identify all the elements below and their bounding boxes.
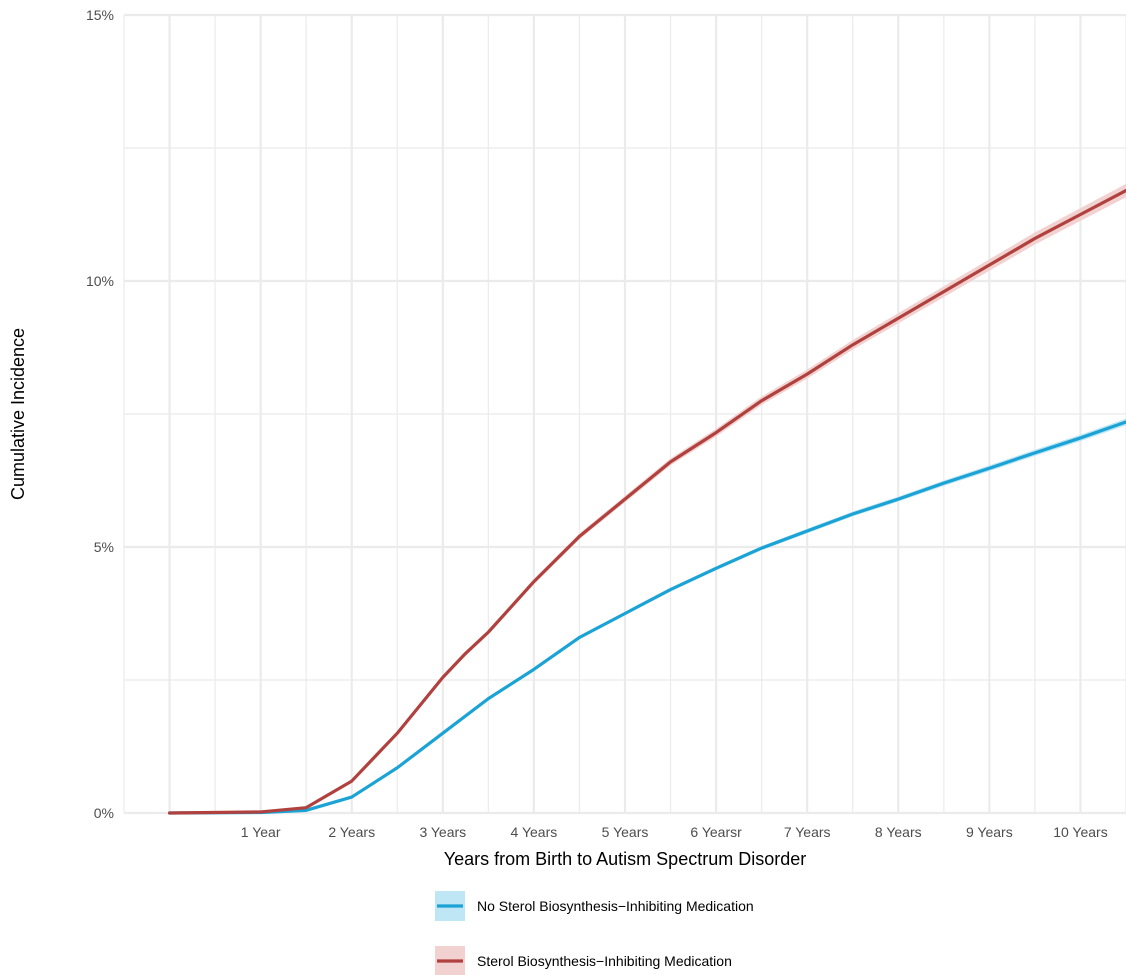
x-axis-title: Years from Birth to Autism Spectrum Diso… <box>444 849 806 869</box>
x-tick-label: 9 Years <box>966 824 1013 840</box>
series-line-2 <box>167 188 1126 815</box>
x-tick-label: 8 Years <box>875 824 922 840</box>
x-tick-label: 6 Yearsr <box>690 824 742 840</box>
y-axis-tick-labels: 0% 5% 10% 15% <box>86 7 114 821</box>
confidence-band-series-2 <box>169 183 1126 813</box>
confidence-bands <box>169 183 1126 813</box>
legend: No Sterol Biosynthesis−Inhibiting Medica… <box>435 891 754 975</box>
series-line-1 <box>167 420 1126 815</box>
y-axis-title: Cumulative Incidence <box>8 328 28 500</box>
x-tick-label: 2 Years <box>328 824 375 840</box>
x-tick-label: 3 Years <box>419 824 466 840</box>
series-lines <box>167 188 1126 815</box>
y-tick-label: 5% <box>94 539 114 555</box>
legend-label: No Sterol Biosynthesis−Inhibiting Medica… <box>477 898 754 914</box>
major-gridlines <box>124 13 1126 815</box>
legend-item: No Sterol Biosynthesis−Inhibiting Medica… <box>435 891 754 921</box>
y-tick-label: 10% <box>86 273 114 289</box>
x-tick-label: 4 Years <box>511 824 558 840</box>
y-tick-label: 15% <box>86 7 114 23</box>
legend-label: Sterol Biosynthesis−Inhibiting Medicatio… <box>477 953 732 969</box>
y-tick-label: 0% <box>94 805 114 821</box>
legend-item: Sterol Biosynthesis−Inhibiting Medicatio… <box>435 946 732 975</box>
x-tick-label: 5 Years <box>602 824 649 840</box>
x-tick-label: 1 Year <box>241 824 281 840</box>
x-tick-label: 10 Years <box>1053 824 1108 840</box>
x-axis-tick-labels: 1 Year 2 Years 3 Years 4 Years 5 Years 6 Year… <box>241 824 1108 840</box>
x-tick-label: 7 Years <box>784 824 831 840</box>
